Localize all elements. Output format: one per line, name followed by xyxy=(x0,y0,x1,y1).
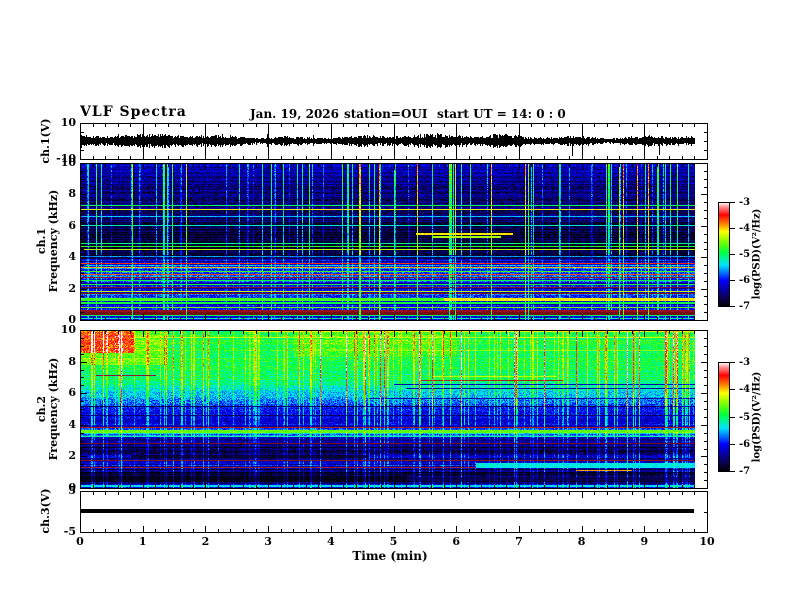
x-tick-label: 1 xyxy=(138,535,147,548)
header-date: Jan. 19, 2026 xyxy=(250,107,339,121)
ch2-frequency-axis-label: ch.2 Frequency (kHz) xyxy=(35,357,60,461)
x-tick-label: 5 xyxy=(389,535,398,548)
x-tick-label: 10 xyxy=(699,535,715,548)
ch1-spectrogram-plot xyxy=(80,163,708,321)
ch3-voltage-plot xyxy=(80,491,708,533)
y-tick-label-ch2spec: 10 xyxy=(60,323,76,336)
ch2-spectrogram-plot xyxy=(80,330,708,489)
y-tick-label-ch3v: 5 xyxy=(68,484,76,497)
colorbar1-tick-label: -4 xyxy=(739,223,751,234)
header-station: station=OUI xyxy=(344,107,428,121)
colorbar2-tick-label: -5 xyxy=(739,412,751,423)
y-tick-label-ch1spec: 0 xyxy=(68,313,76,326)
x-tick-label: 6 xyxy=(452,535,461,548)
y-tick-label-ch2spec: 6 xyxy=(68,386,76,399)
colorbar2-tick-label: -3 xyxy=(739,357,751,368)
colorbar2-tick-label: -7 xyxy=(739,466,751,477)
colorbar2-tick-label: -6 xyxy=(739,439,751,450)
y-tick-label-ch1spec: 2 xyxy=(68,282,76,295)
x-tick-label: 3 xyxy=(264,535,272,548)
y-tick-label-ch1spec: 8 xyxy=(68,187,76,200)
y-tick-label-ch2spec: 4 xyxy=(68,418,76,431)
colorbar2-tick-label: -4 xyxy=(739,384,751,395)
y-tick-label-ch2spec: 2 xyxy=(68,449,76,462)
y-tick-label-ch1v: -10 xyxy=(56,152,76,165)
colorbar-ch1 xyxy=(718,202,736,307)
y-tick-label-ch1spec: 4 xyxy=(68,250,76,263)
colorbar1-tick-label: -7 xyxy=(739,301,751,312)
colorbar1-tick-label: -6 xyxy=(739,275,751,286)
x-tick-label: 2 xyxy=(201,535,210,548)
ch2-frequency-axis-label-axis: Frequency (kHz) xyxy=(47,357,60,461)
y-tick-label-ch2spec: 0 xyxy=(68,481,76,494)
y-tick-label-ch1v: 10 xyxy=(60,116,76,129)
x-tick-label: 4 xyxy=(326,535,335,548)
colorbar1-tick-label: -5 xyxy=(739,249,751,260)
y-tick-label-ch1spec: 6 xyxy=(68,219,76,232)
x-tick-label: 8 xyxy=(577,535,586,548)
ch1-frequency-axis-label: ch.1 Frequency (kHz) xyxy=(35,189,60,293)
colorbar-ch2 xyxy=(718,362,736,472)
x-tick-label: 9 xyxy=(640,535,649,548)
ch1-voltage-plot xyxy=(80,123,708,160)
time-axis-label: Time (min) xyxy=(352,549,428,563)
header-start-ut: start UT = 14: 0 : 0 xyxy=(437,107,566,121)
y-tick-label-ch3v: -5 xyxy=(63,525,76,538)
figure-title: VLF Spectra xyxy=(80,104,187,120)
colorbar1-tick-label: -3 xyxy=(739,197,751,208)
x-tick-label: 0 xyxy=(76,535,84,548)
x-tick-label: 7 xyxy=(515,535,523,548)
y-tick-label-ch1spec: 10 xyxy=(60,156,76,169)
ch1-frequency-axis-label-axis: Frequency (kHz) xyxy=(47,189,60,293)
y-tick-label-ch2spec: 8 xyxy=(68,355,76,368)
